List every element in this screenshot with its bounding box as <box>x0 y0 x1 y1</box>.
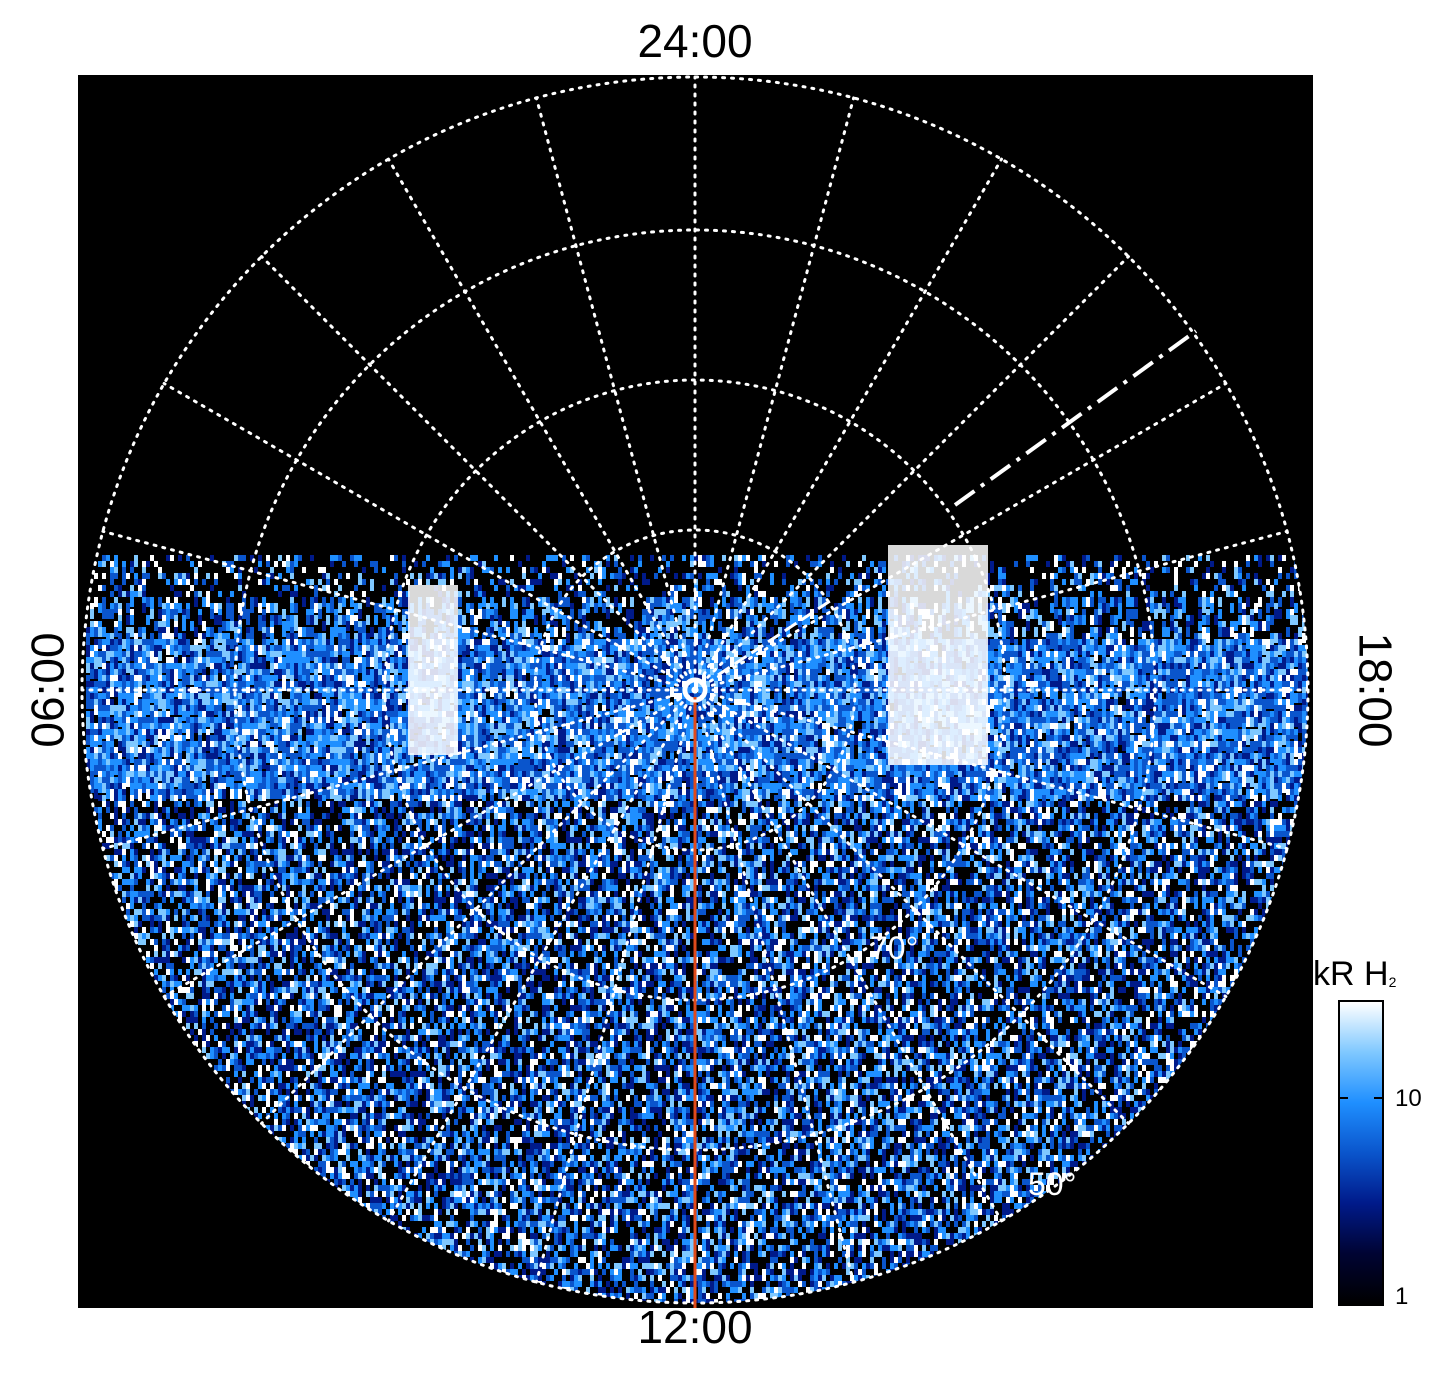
colorbar-title-subscript: 2 <box>1389 974 1397 990</box>
polar-projection-image: 70° 50° <box>78 75 1313 1308</box>
colorbar-tick-label-10: 10 <box>1395 1085 1422 1113</box>
local-time-label-top: 24:00 <box>0 18 1390 64</box>
colorbar-tick-label-1: 1 <box>1395 1283 1408 1311</box>
colorbar-title: kR H2 <box>1313 955 1396 994</box>
colorbar-tick-10 <box>1374 1097 1384 1099</box>
local-time-label-right: 18:00 <box>1353 632 1399 747</box>
colorbar <box>1338 1000 1384 1306</box>
local-time-label-bottom: 12:00 <box>0 1304 1390 1350</box>
latitude-label-inner: 70° <box>870 930 918 966</box>
colorbar-tick-10-left <box>1338 1097 1348 1099</box>
latitude-label-outer: 50° <box>1028 1166 1076 1202</box>
local-time-label-left: 06:00 <box>25 632 71 747</box>
colorbar-title-main: kR H <box>1313 955 1389 993</box>
